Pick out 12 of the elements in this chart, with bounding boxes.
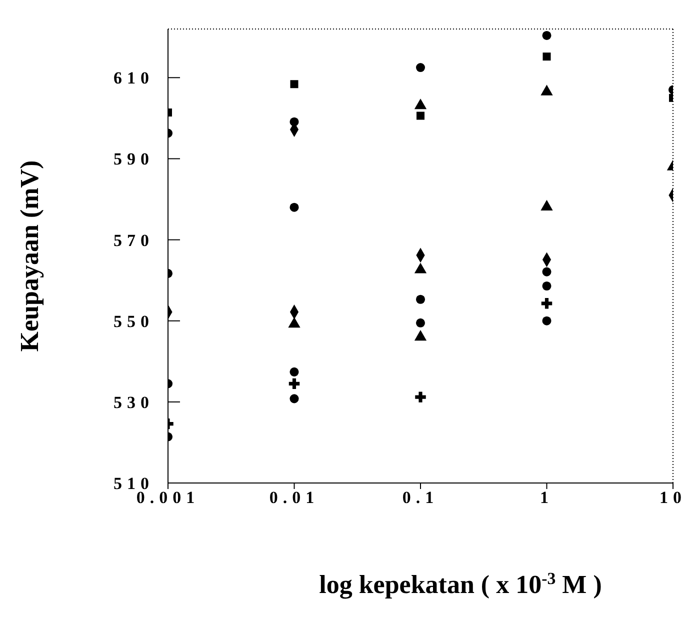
y-axis-title: Keupayaan (mV) xyxy=(15,160,44,352)
y-tick-label: 570 xyxy=(114,230,154,250)
x-tick-label: 10 xyxy=(660,488,686,508)
x-tick-label: 0.01 xyxy=(269,488,320,508)
y-tick-label: 530 xyxy=(114,392,154,412)
x-axis-title: log kepekatan ( x 10$^{-3}$ M ) xyxy=(319,568,602,599)
y-tick-label: 610 xyxy=(114,68,154,88)
y-tick-label: 590 xyxy=(114,150,154,169)
x-tick-label: 0.1 xyxy=(402,488,439,508)
x-tick-label: 0.001 xyxy=(136,488,200,508)
y-tick-label: 550 xyxy=(114,312,154,331)
x-tick-label: 1 xyxy=(540,488,554,508)
